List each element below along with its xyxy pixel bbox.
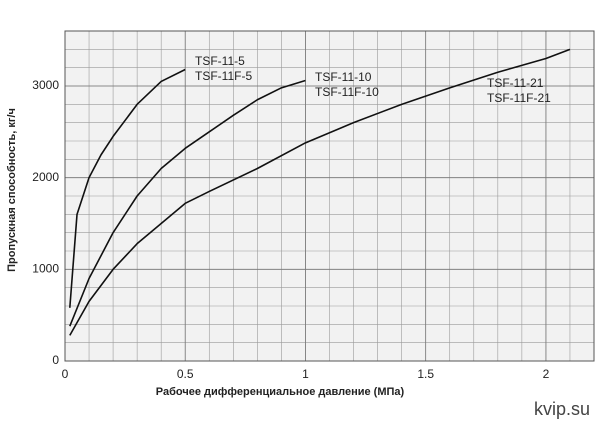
x-tick-label: 2 xyxy=(543,367,550,381)
series-line xyxy=(69,68,186,308)
watermark: kvip.su xyxy=(534,399,590,419)
x-tick-label: 0 xyxy=(62,367,69,381)
y-tick-label: 1000 xyxy=(32,262,59,276)
series-label: TSF-11F-10 xyxy=(315,85,379,99)
x-tick-label: 0.5 xyxy=(177,367,194,381)
series-label: TSF-11-10 xyxy=(315,70,372,84)
series-label: TSF-11-21 xyxy=(487,76,544,90)
x-tick-label: 1.5 xyxy=(417,367,434,381)
y-tick-label: 3000 xyxy=(32,78,59,92)
x-axis-title: Рабочее дифференциальное давление (МПа) xyxy=(156,386,405,398)
series-line xyxy=(69,79,306,327)
y-tick-label: 0 xyxy=(52,353,59,367)
series-line xyxy=(69,48,571,336)
y-tick-label: 2000 xyxy=(32,170,59,184)
y-axis-title: Пропускная способность, кг/ч xyxy=(6,108,18,272)
series-label: TSF-11F-21 xyxy=(487,91,551,105)
x-tick-label: 1 xyxy=(302,367,309,381)
series-label: TSF-11F-5 xyxy=(195,69,252,83)
series-label: TSF-11-5 xyxy=(195,54,245,68)
plot-frame xyxy=(64,30,595,362)
